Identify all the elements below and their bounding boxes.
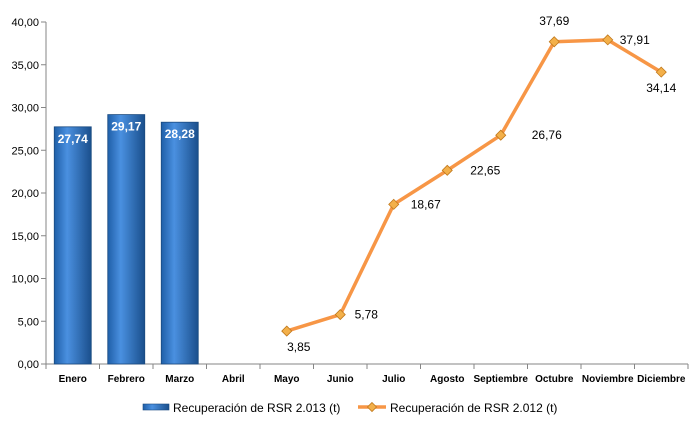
line-point[interactable] (441, 164, 453, 176)
x-tick-label: Febrero (108, 374, 145, 385)
x-tick-label: Enero (59, 374, 87, 385)
y-tick-label: 35,00 (11, 60, 39, 72)
line-data-label: 18,67 (411, 197, 441, 211)
line-point[interactable] (655, 66, 667, 78)
x-tick-label: Noviembre (582, 374, 634, 385)
line-data-label: 5,78 (355, 308, 379, 322)
bar[interactable] (160, 121, 199, 365)
x-tick-label: Octubre (535, 374, 574, 385)
line-data-label: 3,85 (287, 340, 311, 354)
line-data-label: 22,65 (470, 163, 500, 177)
y-tick-label: 0,00 (18, 359, 39, 371)
x-tick-label: Junio (327, 374, 354, 385)
bar-data-label: 29,17 (111, 120, 141, 134)
line-data-label: 26,76 (532, 128, 562, 142)
x-tick-label: Septiembre (474, 374, 529, 385)
y-tick-label: 20,00 (11, 188, 39, 200)
legend-swatch-marker (366, 401, 378, 413)
y-tick-label: 40,00 (11, 17, 39, 29)
y-tick-label: 30,00 (11, 103, 39, 115)
legend-label: Recuperación de RSR 2.013 (t) (173, 401, 340, 415)
y-tick-label: 25,00 (11, 145, 39, 157)
legend-swatch-bar (142, 403, 170, 411)
line-point[interactable] (602, 34, 614, 46)
y-tick-label: 15,00 (11, 231, 39, 243)
y-tick-label: 10,00 (11, 274, 39, 286)
bar[interactable] (53, 126, 92, 365)
x-tick-label: Mayo (274, 374, 300, 385)
line-data-label: 37,91 (620, 33, 650, 47)
series-line (286, 38, 663, 333)
x-tick-label: Julio (382, 374, 405, 385)
bar[interactable] (107, 114, 146, 365)
bar-data-label: 28,28 (165, 127, 195, 141)
line-point[interactable] (281, 325, 293, 337)
line-data-label: 37,69 (539, 14, 569, 28)
x-tick-label: Diciembre (637, 374, 686, 385)
line-point[interactable] (388, 198, 400, 210)
line-point[interactable] (495, 129, 507, 141)
line-data-label: 34,14 (646, 81, 676, 95)
x-tick-label: Agosto (430, 374, 464, 385)
legend-label: Recuperación de RSR 2.012 (t) (390, 401, 557, 415)
bar-data-label: 27,74 (58, 132, 88, 146)
y-tick-label: 5,00 (18, 316, 39, 328)
line-point[interactable] (334, 309, 346, 321)
line-point[interactable] (548, 36, 560, 48)
x-tick-label: Abril (222, 374, 245, 385)
x-tick-label: Marzo (165, 374, 194, 385)
